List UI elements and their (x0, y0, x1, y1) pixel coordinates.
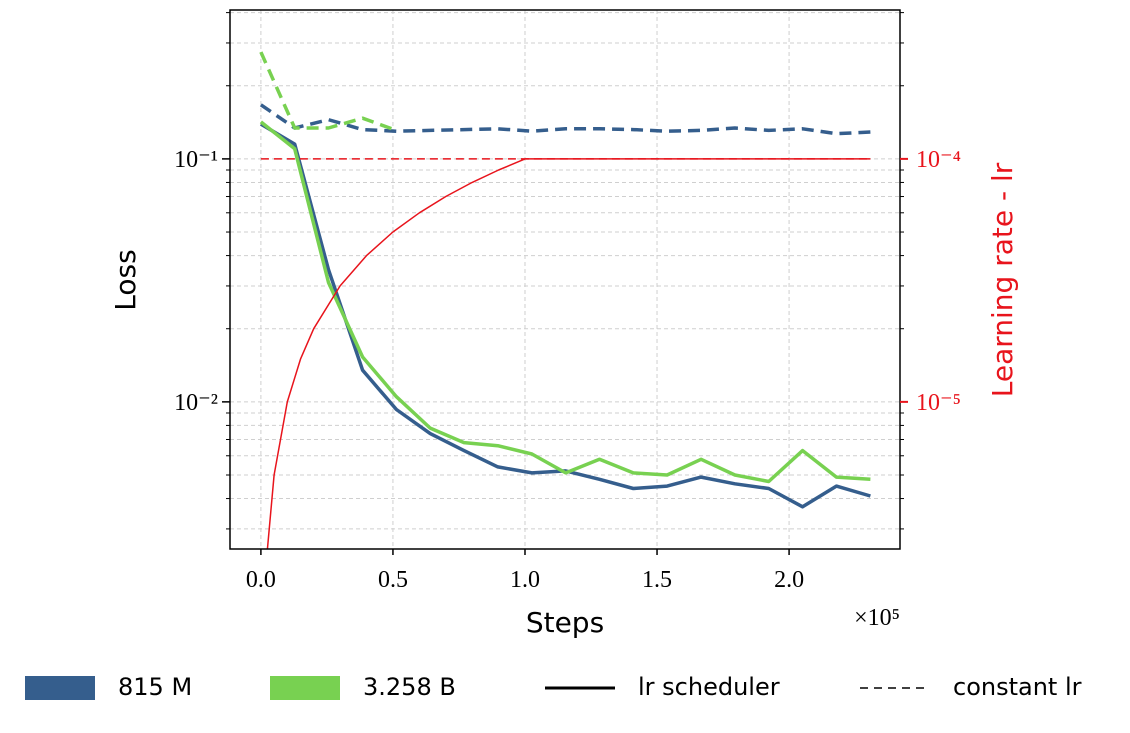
y2-tick-label: 10⁻⁴ (916, 147, 961, 173)
grid (230, 10, 900, 549)
x-axis-label: Steps (526, 606, 604, 639)
plot-area (259, 51, 871, 549)
legend-label: 3.258 B (363, 673, 456, 701)
x-multiplier: ×10⁵ (854, 605, 900, 631)
y2-axis-label: Learning rate - lr (986, 162, 1019, 397)
legend-label: lr scheduler (638, 673, 780, 701)
x-tick-label: 2.0 (774, 567, 804, 593)
series-line (266, 158, 871, 549)
legend-swatch (25, 676, 95, 700)
y2-tick-label: 10⁻⁵ (916, 390, 961, 416)
x-tick-label: 0.0 (246, 567, 276, 593)
legend: 815 M 3.258 B lr scheduler constant lr (25, 673, 1082, 701)
y-tick-label: 10⁻¹ (174, 147, 218, 173)
x-tick-label: 0.5 (378, 567, 408, 593)
series-line (259, 51, 397, 133)
y-axis-label: Loss (109, 249, 142, 310)
axes: 0.0 0.5 1.0 1.5 2.0 10⁻¹ 10⁻² 10⁻⁴ 10⁻⁵ (174, 12, 961, 593)
plot-frame (229, 9, 901, 550)
series-line (260, 122, 871, 509)
x-tick-label: 1.0 (510, 567, 540, 593)
x-tick-label: 1.5 (642, 567, 672, 593)
series-line (259, 120, 871, 484)
y-tick-label: 10⁻² (174, 390, 218, 416)
series-line (259, 103, 871, 136)
legend-label: 815 M (118, 673, 192, 701)
legend-swatch (270, 676, 340, 700)
legend-label: constant lr (953, 673, 1082, 701)
